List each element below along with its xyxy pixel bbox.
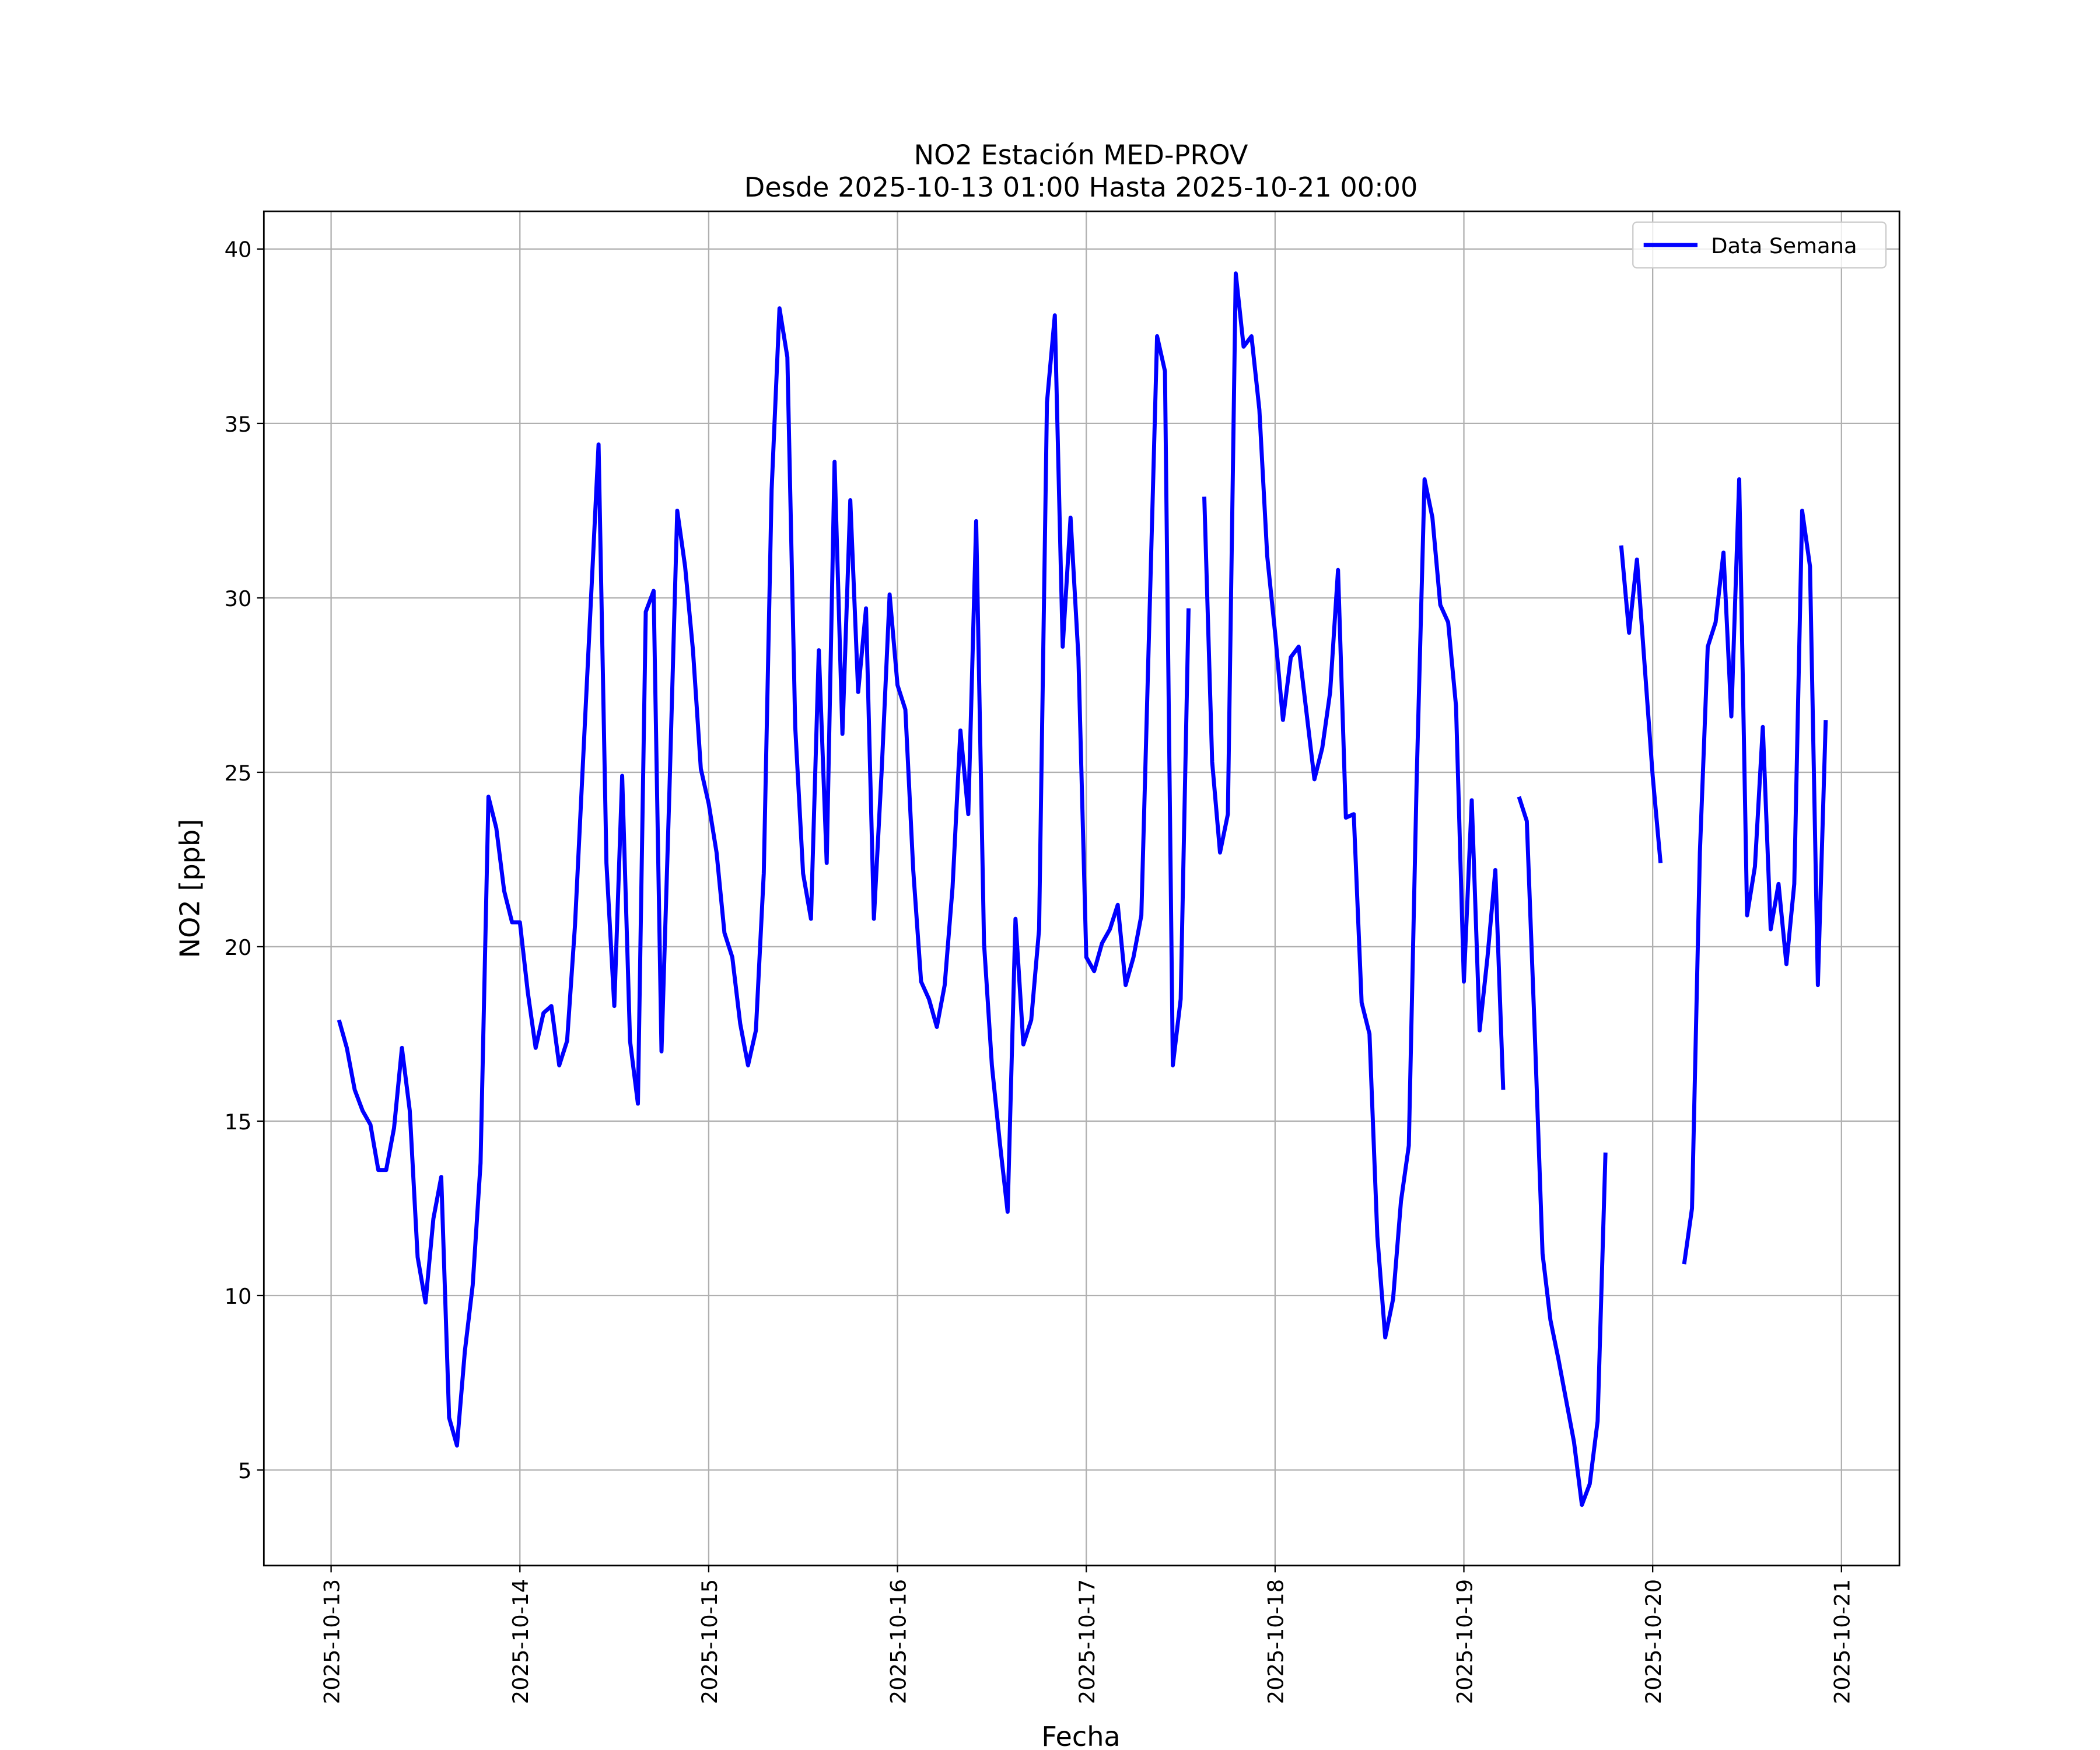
- x-tick-label: 2025-10-14: [508, 1579, 533, 1704]
- x-axis-label: Fecha: [1041, 1721, 1120, 1750]
- x-tick-label: 2025-10-15: [697, 1579, 722, 1704]
- x-tick-label: 2025-10-13: [319, 1579, 344, 1704]
- chart-subtitle: Desde 2025-10-13 01:00 Hasta 2025-10-21 …: [744, 172, 1418, 203]
- y-tick-label: 25: [225, 761, 252, 786]
- x-tick-label: 2025-10-21: [1830, 1579, 1855, 1704]
- data-line: [337, 271, 1828, 1507]
- y-tick-label: 10: [225, 1284, 252, 1309]
- y-tick-label: 40: [225, 237, 252, 262]
- x-tick-label: 2025-10-20: [1641, 1579, 1666, 1704]
- x-tick-label: 2025-10-16: [886, 1579, 911, 1704]
- y-axis-label: NO2 [ppb]: [174, 819, 206, 958]
- x-tick-label: 2025-10-18: [1264, 1579, 1289, 1704]
- y-tick-label: 5: [238, 1458, 251, 1483]
- legend-label: Data Semana: [1711, 233, 1857, 258]
- y-tick-label: 35: [225, 412, 252, 437]
- x-tick-label: 2025-10-19: [1452, 1579, 1477, 1704]
- y-tick-label: 15: [225, 1110, 252, 1135]
- legend-box: [1632, 221, 1887, 269]
- chart-title: NO2 Estación MED-PROV: [914, 139, 1248, 171]
- x-tick-label: 2025-10-17: [1074, 1579, 1100, 1704]
- y-tick-label: 30: [225, 586, 252, 611]
- plot-frame: [262, 210, 1901, 1567]
- y-tick-label: 20: [225, 935, 252, 960]
